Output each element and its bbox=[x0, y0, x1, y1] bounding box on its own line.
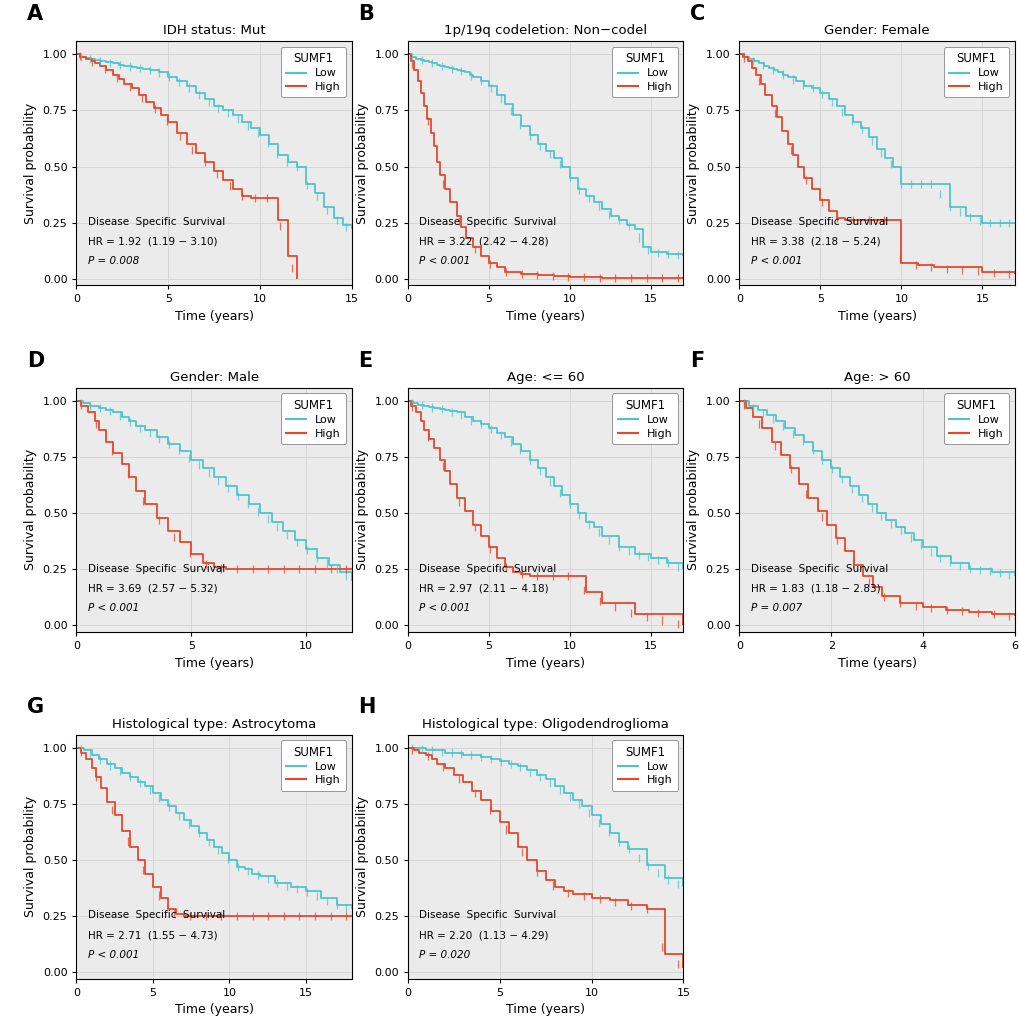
Text: HR = 1.92  (1.19 − 3.10): HR = 1.92 (1.19 − 3.10) bbox=[88, 237, 217, 246]
Text: A: A bbox=[26, 4, 43, 24]
Text: Disease  Specific  Survival: Disease Specific Survival bbox=[750, 217, 887, 227]
Text: P < 0.001: P < 0.001 bbox=[419, 256, 470, 265]
Title: Gender: Female: Gender: Female bbox=[823, 24, 929, 37]
Y-axis label: Survival probability: Survival probability bbox=[687, 102, 699, 223]
Title: 1p/19q codeletion: Non−codel: 1p/19q codeletion: Non−codel bbox=[443, 24, 647, 37]
Text: P < 0.001: P < 0.001 bbox=[88, 949, 139, 959]
Text: Disease  Specific  Survival: Disease Specific Survival bbox=[88, 910, 224, 920]
Y-axis label: Survival probability: Survival probability bbox=[24, 102, 37, 223]
Text: HR = 3.38  (2.18 − 5.24): HR = 3.38 (2.18 − 5.24) bbox=[750, 237, 879, 246]
Title: Gender: Male: Gender: Male bbox=[169, 371, 259, 383]
Title: Age: > 60: Age: > 60 bbox=[843, 371, 910, 383]
Text: HR = 2.71  (1.55 − 4.73): HR = 2.71 (1.55 − 4.73) bbox=[88, 930, 217, 940]
Legend: Low, High: Low, High bbox=[611, 46, 678, 97]
Legend: Low, High: Low, High bbox=[943, 394, 1009, 444]
Y-axis label: Survival probability: Survival probability bbox=[356, 796, 368, 917]
Text: P < 0.001: P < 0.001 bbox=[419, 603, 470, 613]
X-axis label: Time (years): Time (years) bbox=[174, 310, 254, 323]
Y-axis label: Survival probability: Survival probability bbox=[356, 449, 368, 571]
Text: H: H bbox=[358, 697, 375, 717]
Text: P = 0.020: P = 0.020 bbox=[419, 949, 470, 959]
Text: P = 0.008: P = 0.008 bbox=[88, 256, 139, 265]
Text: HR = 1.83  (1.18 − 2.83): HR = 1.83 (1.18 − 2.83) bbox=[750, 583, 879, 593]
Legend: Low, High: Low, High bbox=[280, 740, 346, 791]
Text: Disease  Specific  Survival: Disease Specific Survival bbox=[88, 217, 224, 227]
Y-axis label: Survival probability: Survival probability bbox=[24, 796, 37, 917]
Legend: Low, High: Low, High bbox=[943, 46, 1009, 97]
Y-axis label: Survival probability: Survival probability bbox=[356, 102, 368, 223]
Legend: Low, High: Low, High bbox=[611, 740, 678, 791]
X-axis label: Time (years): Time (years) bbox=[837, 310, 916, 323]
X-axis label: Time (years): Time (years) bbox=[505, 657, 585, 669]
X-axis label: Time (years): Time (years) bbox=[174, 657, 254, 669]
Legend: Low, High: Low, High bbox=[280, 394, 346, 444]
Title: Histological type: Astrocytoma: Histological type: Astrocytoma bbox=[112, 718, 316, 731]
Text: Disease  Specific  Survival: Disease Specific Survival bbox=[750, 564, 887, 574]
Text: F: F bbox=[689, 351, 703, 371]
Legend: Low, High: Low, High bbox=[611, 394, 678, 444]
Y-axis label: Survival probability: Survival probability bbox=[24, 449, 37, 571]
Text: HR = 2.97  (2.11 − 4.18): HR = 2.97 (2.11 − 4.18) bbox=[419, 583, 548, 593]
X-axis label: Time (years): Time (years) bbox=[837, 657, 916, 669]
Y-axis label: Survival probability: Survival probability bbox=[687, 449, 699, 571]
Text: Disease  Specific  Survival: Disease Specific Survival bbox=[419, 217, 555, 227]
Text: HR = 3.22  (2.42 − 4.28): HR = 3.22 (2.42 − 4.28) bbox=[419, 237, 548, 246]
X-axis label: Time (years): Time (years) bbox=[505, 310, 585, 323]
Text: G: G bbox=[26, 697, 44, 717]
Title: IDH status: Mut: IDH status: Mut bbox=[163, 24, 265, 37]
Legend: Low, High: Low, High bbox=[280, 46, 346, 97]
Text: D: D bbox=[26, 351, 44, 371]
Text: Disease  Specific  Survival: Disease Specific Survival bbox=[419, 564, 555, 574]
Text: P = 0.007: P = 0.007 bbox=[750, 603, 801, 613]
X-axis label: Time (years): Time (years) bbox=[505, 1003, 585, 1017]
Text: P < 0.001: P < 0.001 bbox=[88, 603, 139, 613]
Title: Histological type: Oligodendroglioma: Histological type: Oligodendroglioma bbox=[422, 718, 668, 731]
X-axis label: Time (years): Time (years) bbox=[174, 1003, 254, 1017]
Text: E: E bbox=[358, 351, 372, 371]
Text: P < 0.001: P < 0.001 bbox=[750, 256, 801, 265]
Text: HR = 2.20  (1.13 − 4.29): HR = 2.20 (1.13 − 4.29) bbox=[419, 930, 548, 940]
Text: Disease  Specific  Survival: Disease Specific Survival bbox=[419, 910, 555, 920]
Text: HR = 3.69  (2.57 − 5.32): HR = 3.69 (2.57 − 5.32) bbox=[88, 583, 217, 593]
Text: Disease  Specific  Survival: Disease Specific Survival bbox=[88, 564, 224, 574]
Title: Age: <= 60: Age: <= 60 bbox=[506, 371, 584, 383]
Text: C: C bbox=[689, 4, 704, 24]
Text: B: B bbox=[358, 4, 374, 24]
